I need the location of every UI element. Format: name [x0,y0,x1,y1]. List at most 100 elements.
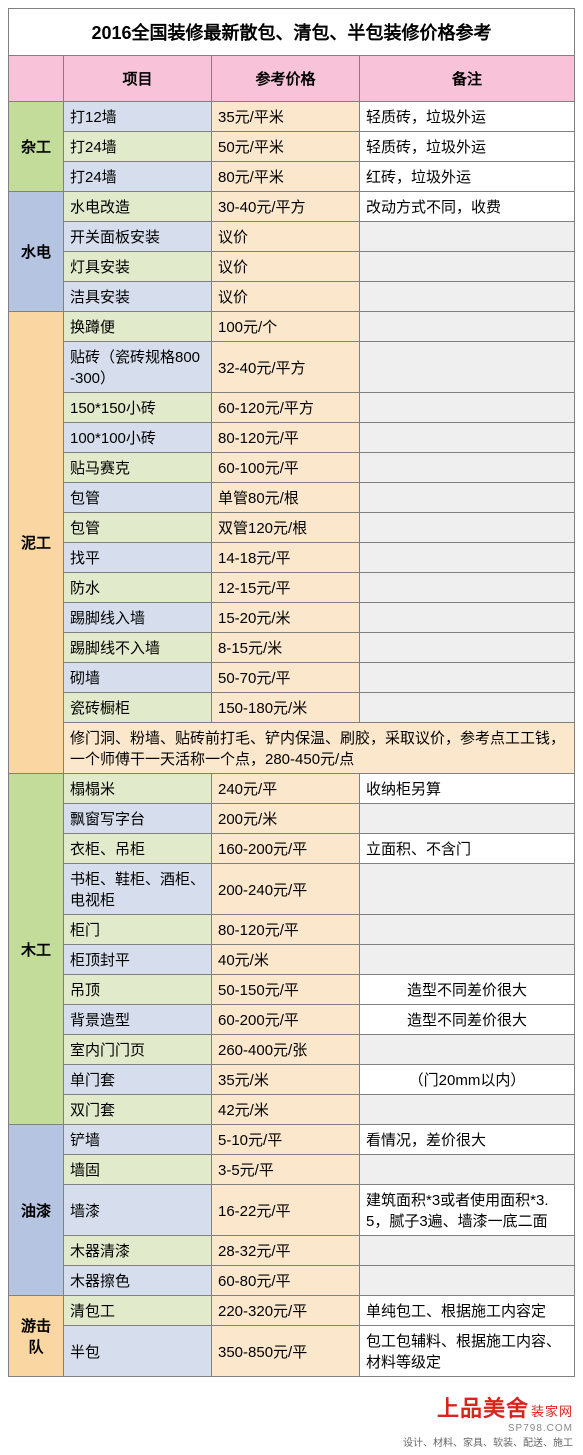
note-cell [360,252,575,282]
item-cell: 打24墙 [64,132,212,162]
note-cell [360,513,575,543]
note-cell: 单纯包工、根据施工内容定 [360,1296,575,1326]
note-cell [360,945,575,975]
footer: 上品美舍装家网 SP798.COM 设计、材料、家具、软装、配送、施工 [0,1385,583,1455]
price-cell: 30-40元/平方 [212,192,360,222]
item-cell: 清包工 [64,1296,212,1326]
price-cell: 5-10元/平 [212,1125,360,1155]
item-cell: 榻榻米 [64,774,212,804]
price-cell: 80元/平米 [212,162,360,192]
note-cell [360,573,575,603]
table-title: 2016全国装修最新散包、清包、半包装修价格参考 [9,9,575,56]
note-cell [360,804,575,834]
price-cell: 35元/平米 [212,102,360,132]
item-cell: 铲墙 [64,1125,212,1155]
category-cell: 水电 [9,192,64,312]
category-cell: 油漆 [9,1125,64,1296]
item-cell: 包管 [64,513,212,543]
price-cell: 60-200元/平 [212,1005,360,1035]
item-cell: 柜顶封平 [64,945,212,975]
item-cell: 包管 [64,483,212,513]
note-cell [360,633,575,663]
note-cell: （门20mm以内） [360,1065,575,1095]
price-cell: 单管80元/根 [212,483,360,513]
item-cell: 开关面板安装 [64,222,212,252]
item-cell: 防水 [64,573,212,603]
note-cell: 造型不同差价很大 [360,1005,575,1035]
price-cell: 80-120元/平 [212,423,360,453]
price-cell: 200-240元/平 [212,864,360,915]
price-cell: 35元/米 [212,1065,360,1095]
item-cell: 水电改造 [64,192,212,222]
item-cell: 木器擦色 [64,1266,212,1296]
price-cell: 3-5元/平 [212,1155,360,1185]
note-cell [360,423,575,453]
item-cell: 洁具安装 [64,282,212,312]
price-cell: 200元/米 [212,804,360,834]
item-cell: 换蹲便 [64,312,212,342]
item-cell: 砌墙 [64,663,212,693]
item-cell: 书柜、鞋柜、酒柜、电视柜 [64,864,212,915]
price-cell: 80-120元/平 [212,915,360,945]
price-cell: 15-20元/米 [212,603,360,633]
item-cell: 打24墙 [64,162,212,192]
item-cell: 吊顶 [64,975,212,1005]
price-cell: 28-32元/平 [212,1236,360,1266]
note-cell [360,1035,575,1065]
note-cell [360,1095,575,1125]
brand-tagline: 设计、材料、家具、软装、配送、施工 [403,1434,573,1449]
item-cell: 贴马赛克 [64,453,212,483]
col-price: 参考价格 [212,56,360,102]
note-cell: 改动方式不同，收费 [360,192,575,222]
item-cell: 墙固 [64,1155,212,1185]
item-cell: 找平 [64,543,212,573]
note-cell [360,1266,575,1296]
price-cell: 100元/个 [212,312,360,342]
note-cell [360,1236,575,1266]
brand-name: 上品美舍 [437,1396,529,1421]
price-cell: 160-200元/平 [212,834,360,864]
price-cell: 150-180元/米 [212,693,360,723]
note-cell [360,282,575,312]
note-cell [360,222,575,252]
item-cell: 瓷砖橱柜 [64,693,212,723]
price-cell: 60-100元/平 [212,453,360,483]
item-cell: 双门套 [64,1095,212,1125]
category-cell: 木工 [9,774,64,1125]
brand-sub: 装家网 [531,1404,573,1419]
category-cell: 泥工 [9,312,64,774]
item-cell: 衣柜、吊柜 [64,834,212,864]
price-cell: 260-400元/张 [212,1035,360,1065]
price-cell: 350-850元/平 [212,1326,360,1377]
note-cell: 包工包辅料、根据施工内容、材料等级定 [360,1326,575,1377]
item-cell: 100*100小砖 [64,423,212,453]
note-cell [360,915,575,945]
item-cell: 踢脚线不入墙 [64,633,212,663]
price-table: 2016全国装修最新散包、清包、半包装修价格参考项目参考价格备注杂工打12墙35… [8,8,575,1377]
item-cell: 打12墙 [64,102,212,132]
note-cell [360,603,575,633]
price-cell: 议价 [212,252,360,282]
item-cell: 墙漆 [64,1185,212,1236]
item-cell: 150*150小砖 [64,393,212,423]
note-cell [360,663,575,693]
note-cell [360,393,575,423]
item-cell: 室内门门页 [64,1035,212,1065]
price-cell: 议价 [212,222,360,252]
price-cell: 60-80元/平 [212,1266,360,1296]
price-cell: 32-40元/平方 [212,342,360,393]
note-cell [360,864,575,915]
price-cell: 议价 [212,282,360,312]
note-cell: 造型不同差价很大 [360,975,575,1005]
item-cell: 灯具安装 [64,252,212,282]
price-cell: 50元/平米 [212,132,360,162]
note-cell: 建筑面积*3或者使用面积*3.5，腻子3遍、墙漆一底二面 [360,1185,575,1236]
price-cell: 240元/平 [212,774,360,804]
col-item: 项目 [64,56,212,102]
price-cell: 12-15元/平 [212,573,360,603]
note-cell: 看情况，差价很大 [360,1125,575,1155]
price-cell: 14-18元/平 [212,543,360,573]
item-cell: 飘窗写字台 [64,804,212,834]
note-cell [360,693,575,723]
price-cell: 40元/米 [212,945,360,975]
